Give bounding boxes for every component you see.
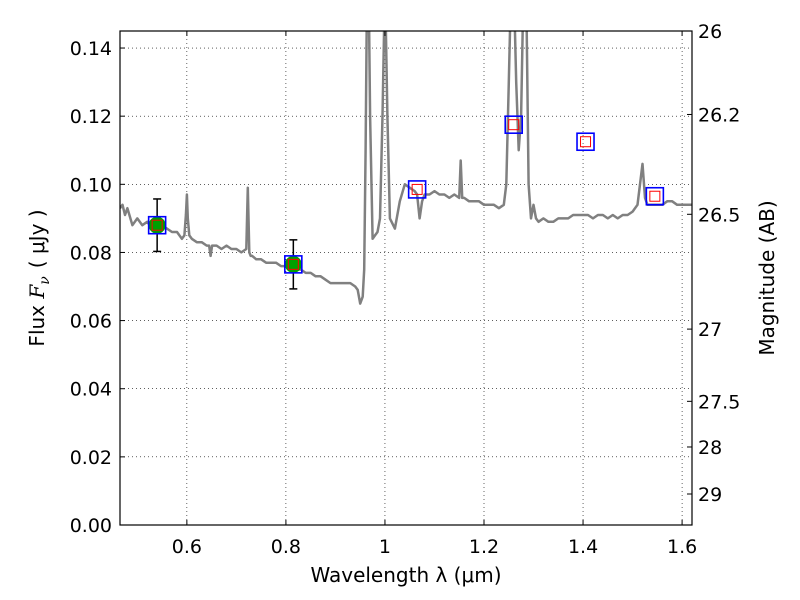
model-photometry-inner-square	[411, 183, 423, 195]
y2-tick-label: 28	[698, 437, 722, 459]
y-axis-label-prefix: Flux	[25, 299, 49, 347]
y-axis-label-subscript: ν	[37, 276, 53, 285]
model-photometry-inner-square	[287, 258, 299, 270]
model-photometry-square	[576, 132, 595, 152]
model-spectrum	[120, 31, 692, 305]
x-tick-label: 1.2	[469, 536, 499, 558]
model-photometry-inner-square	[580, 136, 592, 148]
y2-tick-label: 27.5	[698, 391, 740, 413]
y-tick-label: 0.04	[70, 379, 112, 401]
model-photometry-square	[284, 255, 303, 274]
y2-tick-label: 26.5	[698, 204, 740, 226]
y2-tick-label: 26.2	[698, 104, 740, 126]
y-tick-label: 0.00	[70, 515, 112, 537]
axis-ticks: 0.6 0.8 1 1.2 1.4 1.6 0.00 0.02 0.04 0.06 0.08 0.10…	[70, 21, 741, 558]
model-photometry-square	[504, 115, 524, 134]
x-tick-label: 0.8	[271, 536, 301, 558]
model-photometry-inner-square	[649, 190, 661, 202]
plot-frame	[119, 30, 693, 526]
y-axis-label: Flux Fν ( μJy )	[25, 209, 53, 346]
photometry-points	[147, 115, 665, 290]
x-tick-label: 1	[379, 536, 391, 558]
observed-flux-point	[148, 216, 166, 234]
observed-flux-point	[284, 255, 302, 273]
y-axis-label-units: ( μJy )	[25, 209, 49, 268]
grid-lines	[120, 31, 692, 526]
x-tick-label: 0.6	[172, 536, 202, 558]
model-photometry-inner-square	[508, 119, 520, 131]
y-tick-label: 0.02	[70, 447, 112, 469]
y-tick-label: 0.12	[70, 106, 112, 128]
spectrum-line	[120, 31, 692, 305]
y-tick-label: 0.14	[70, 38, 112, 60]
y-tick-label: 0.10	[70, 174, 112, 196]
x-tick-label: 1.6	[667, 536, 697, 558]
model-photometry-square	[645, 186, 665, 206]
model-photometry-square	[407, 180, 427, 199]
model-photometry-inner-square	[151, 219, 163, 231]
y-axis-label-symbol: F	[25, 284, 49, 300]
x-tick-label: 1.4	[568, 536, 598, 558]
y2-tick-label: 29	[698, 484, 722, 506]
y-tick-label: 0.08	[70, 242, 112, 264]
y2-axis-label: Magnitude (AB)	[755, 200, 779, 355]
x-axis-label: Wavelength λ (μm)	[310, 563, 501, 587]
y-tick-label: 0.06	[70, 311, 112, 333]
y2-tick-label: 26	[698, 21, 722, 43]
model-photometry-square	[147, 215, 167, 235]
y2-tick-label: 27	[698, 319, 722, 341]
